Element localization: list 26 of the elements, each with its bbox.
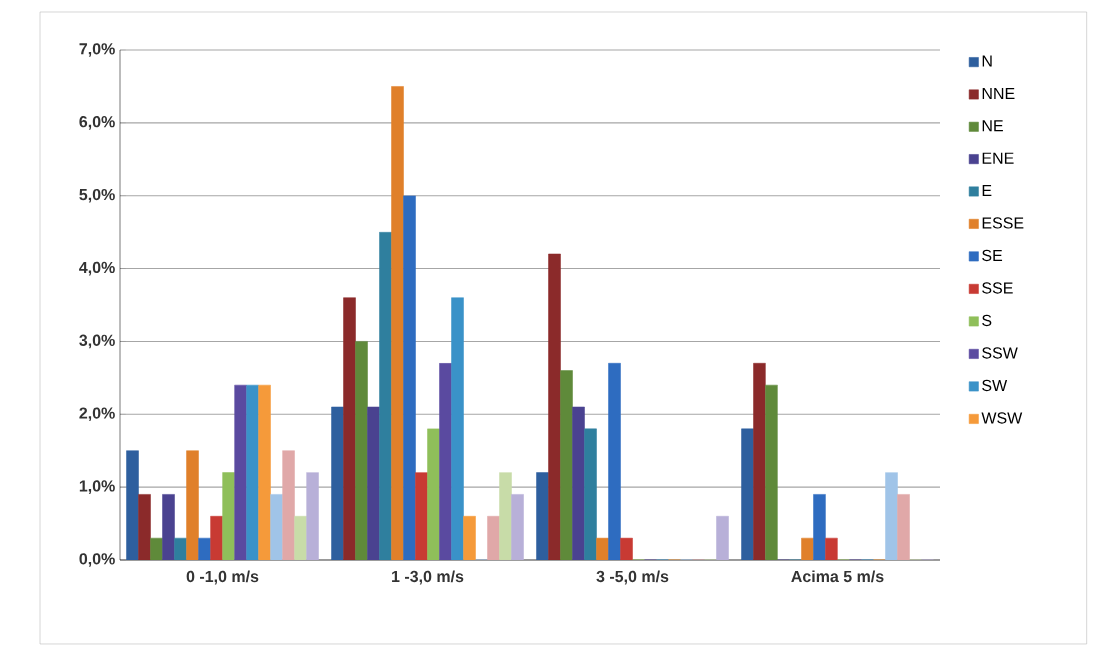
y-tick-label: 3,0% — [79, 334, 115, 349]
legend-label: SSE — [982, 282, 1013, 294]
y-tick-label: 0,0% — [79, 553, 115, 567]
legend-label: S — [982, 314, 992, 327]
y-tick-label: 4,0% — [79, 261, 115, 276]
y-tick-label: 7,0% — [79, 43, 115, 57]
legend-label: SSW — [982, 347, 1018, 359]
legend-label: NE — [982, 120, 1003, 132]
x-tick-label: 1 -3,0 m/s — [392, 570, 464, 585]
y-tick-label: 5,0% — [79, 188, 115, 203]
bar — [427, 428, 440, 560]
bar — [439, 363, 452, 560]
legend-label: NNE — [982, 87, 1015, 99]
legend-label: N — [982, 55, 992, 67]
legend-label: SE — [982, 249, 1003, 262]
legend-label: ENE — [982, 152, 1014, 164]
x-tick-label: 3 -5,0 m/s — [596, 570, 669, 585]
y-tick-label: 2,0% — [79, 407, 115, 422]
legend-label: E — [982, 184, 992, 196]
y-tick-label: 1,0% — [79, 480, 115, 494]
x-tick-label: Acima 5 m/s — [791, 570, 884, 583]
legend-label: WSW — [981, 412, 1023, 424]
x-tick-label: 0 -1,0 m/s — [186, 570, 259, 585]
legend-label: SW — [982, 379, 1008, 392]
y-tick-label: 6,0% — [79, 116, 115, 130]
legend-label: ESSE — [982, 217, 1024, 229]
